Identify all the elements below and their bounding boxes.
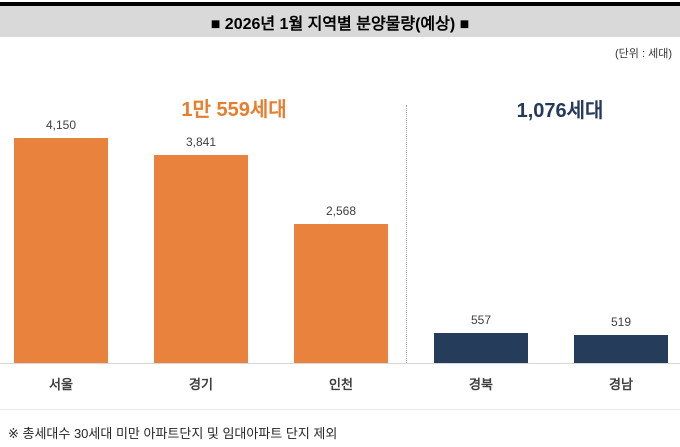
x-axis-line bbox=[0, 363, 680, 364]
bar-gyeongnam bbox=[574, 335, 668, 363]
category-label-incheon: 인천 bbox=[329, 377, 353, 392]
category-label-gyeongnam: 경남 bbox=[609, 377, 633, 392]
bar-gyeongbuk bbox=[434, 333, 528, 363]
chart-title: ■ 2026년 1월 지역별 분양물량(예상) ■ bbox=[210, 15, 470, 33]
value-label-seoul: 4,150 bbox=[45, 118, 77, 132]
footer-divider-line bbox=[0, 409, 680, 410]
category-label-seoul: 서울 bbox=[49, 377, 73, 392]
group-label-capital-total: 1만 559세대 bbox=[181, 99, 287, 121]
category-label-gyeongbuk: 경북 bbox=[469, 377, 493, 392]
bar-seoul bbox=[14, 138, 108, 363]
value-label-gyeonggi: 3,841 bbox=[185, 135, 217, 149]
chart-title-bar: ■ 2026년 1월 지역별 분양물량(예상) ■ bbox=[0, 2, 680, 37]
value-label-incheon: 2,568 bbox=[325, 204, 357, 218]
unit-label: (단위 : 세대) bbox=[615, 48, 672, 60]
bar-incheon bbox=[294, 224, 388, 363]
value-label-gyeongnam: 519 bbox=[610, 315, 632, 329]
group-separator-line bbox=[406, 105, 407, 363]
bar-gyeonggi bbox=[154, 155, 248, 363]
value-label-gyeongbuk: 557 bbox=[470, 313, 492, 327]
footnote: ※ 총세대수 30세대 미만 아파트단지 및 임대아파트 단지 제외 bbox=[8, 426, 338, 441]
group-label-province-total: 1,076세대 bbox=[516, 100, 604, 122]
category-label-gyeonggi: 경기 bbox=[189, 377, 213, 392]
